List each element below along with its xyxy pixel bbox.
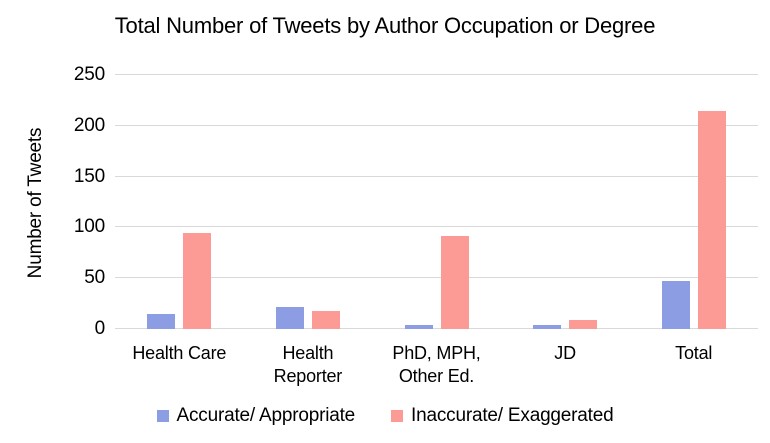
y-tick-label: 50	[84, 267, 105, 289]
gridline	[115, 277, 758, 279]
chart-title: Total Number of Tweets by Author Occupat…	[114, 13, 656, 38]
plot-area	[115, 74, 758, 329]
x-axis-label: PhD, MPH, Other Ed.	[392, 343, 481, 386]
legend-label: Inaccurate/ Exaggerated	[411, 405, 614, 426]
bar	[311, 310, 340, 329]
legend-label: Accurate/ Appropriate	[176, 405, 356, 426]
x-axis-label: Total	[675, 343, 713, 363]
legend-swatch-icon	[156, 410, 169, 422]
y-tick-label: 150	[73, 165, 105, 187]
legend-item: Inaccurate/ Exaggerated	[391, 405, 614, 427]
x-axis-label: Health Reporter	[273, 343, 343, 386]
legend-swatch-icon	[391, 410, 404, 422]
gridline	[115, 74, 758, 75]
y-axis-tick-labels: 0 50 100 150 200 250	[0, 0, 105, 443]
x-axis-baseline	[115, 328, 758, 329]
gridline	[115, 226, 758, 228]
bar	[183, 232, 212, 329]
bar	[440, 235, 469, 329]
y-tick-label: 100	[73, 216, 105, 238]
y-tick-label: 250	[73, 64, 105, 85]
bar	[404, 324, 433, 329]
gridline	[115, 124, 758, 126]
bar	[275, 306, 304, 329]
x-axis-label: Health Care	[132, 343, 227, 363]
gridline	[115, 175, 758, 177]
legend-item: Accurate/ Appropriate	[156, 405, 356, 427]
bar	[569, 319, 598, 329]
bar	[533, 324, 562, 329]
bar	[661, 281, 690, 329]
x-axis-label: JD	[554, 343, 576, 363]
y-tick-label: 200	[73, 114, 105, 136]
y-tick-label: 0	[94, 318, 106, 339]
bar	[147, 313, 176, 329]
bar	[697, 110, 726, 329]
legend: Accurate/ Appropriate Inaccurate/ Exagger…	[0, 405, 770, 427]
x-axis-labels: Health Care Health Reporter PhD, MPH, Othe…	[115, 342, 758, 394]
